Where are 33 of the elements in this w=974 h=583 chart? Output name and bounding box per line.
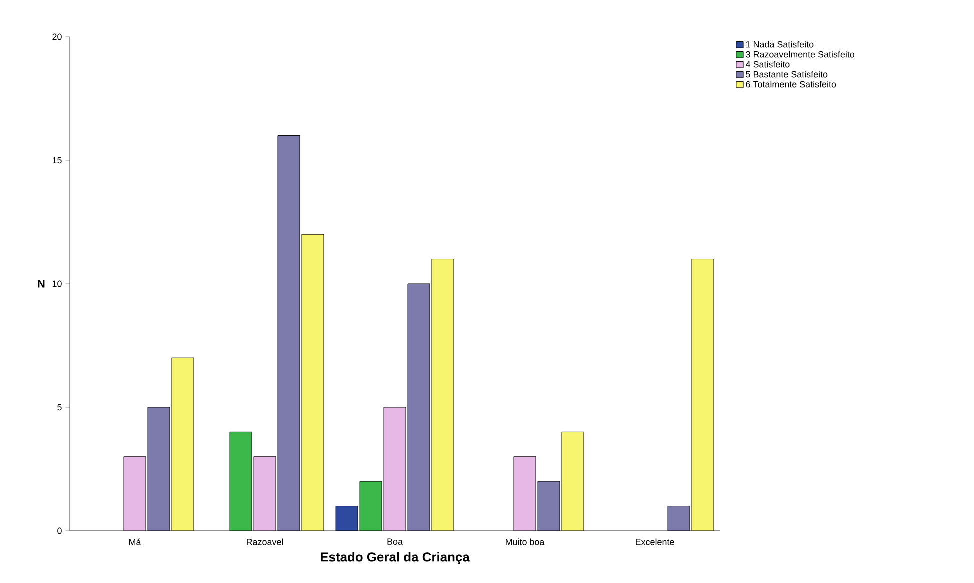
bar — [384, 407, 406, 531]
bar — [408, 284, 430, 531]
bar — [538, 482, 560, 531]
bar — [360, 481, 382, 531]
x-tick-label: Boa — [388, 538, 403, 546]
legend-label: 1 Nada Satisfeito — [746, 41, 814, 48]
legend-label: 3 Razoavelmente Satisfeito — [746, 51, 855, 58]
y-tick-label: 0 — [58, 528, 62, 534]
y-tick-label: 10 — [52, 280, 62, 288]
y-tick-label: 15 — [52, 157, 62, 164]
bar — [514, 456, 536, 531]
x-axis-title: Estado Geral da Criança — [321, 552, 470, 564]
x-tick-label: Muito boa — [506, 538, 545, 546]
y-tick-label: 20 — [52, 34, 62, 40]
x-tick-label: Má — [130, 538, 142, 546]
x-tick-label: Excelente — [636, 538, 674, 546]
bar — [148, 407, 170, 531]
bar — [562, 432, 584, 531]
bar — [432, 259, 454, 531]
bar — [230, 432, 252, 531]
bar — [172, 358, 194, 531]
legend-label: 5 Bastante Satisfeito — [746, 71, 828, 78]
legend-label: 6 Totalmente Satisfeito — [746, 81, 836, 88]
y-axis-title: N — [38, 280, 45, 288]
bar — [124, 456, 146, 531]
bar — [254, 456, 276, 531]
bar — [278, 136, 300, 531]
bar — [692, 259, 714, 531]
bar — [302, 234, 324, 531]
x-tick-label: Razoavel — [247, 538, 284, 546]
legend-label: 4 Satisfeito — [746, 61, 790, 68]
y-tick-label: 5 — [58, 404, 62, 411]
bar — [668, 506, 690, 531]
